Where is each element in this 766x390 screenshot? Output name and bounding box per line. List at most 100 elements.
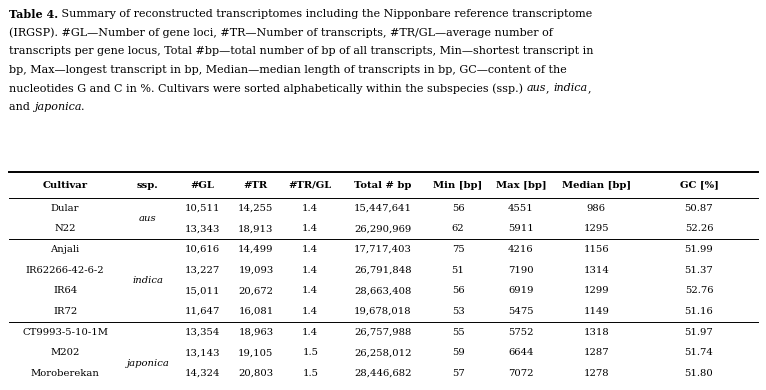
Text: 13,227: 13,227 xyxy=(185,266,220,275)
Text: 7190: 7190 xyxy=(508,266,534,275)
Text: 51.97: 51.97 xyxy=(685,328,713,337)
Text: 5475: 5475 xyxy=(508,307,534,316)
Text: 26,757,988: 26,757,988 xyxy=(355,328,411,337)
Text: 51.74: 51.74 xyxy=(685,348,713,357)
Text: 28,663,408: 28,663,408 xyxy=(355,286,411,295)
Text: 51: 51 xyxy=(452,266,464,275)
Text: 1.5: 1.5 xyxy=(303,348,318,357)
Text: 16,081: 16,081 xyxy=(238,307,273,316)
Text: Dular: Dular xyxy=(51,204,80,213)
Text: 1.4: 1.4 xyxy=(302,307,319,316)
Text: IR62266-42-6-2: IR62266-42-6-2 xyxy=(26,266,104,275)
Text: aus: aus xyxy=(139,214,157,223)
Text: 6919: 6919 xyxy=(508,286,534,295)
Text: 1278: 1278 xyxy=(584,369,609,378)
Text: 14,255: 14,255 xyxy=(238,204,273,213)
Text: 1149: 1149 xyxy=(584,307,609,316)
Text: 20,803: 20,803 xyxy=(238,369,273,378)
Text: 15,447,641: 15,447,641 xyxy=(354,204,412,213)
Text: 1314: 1314 xyxy=(584,266,609,275)
Text: 18,963: 18,963 xyxy=(238,328,273,337)
Text: bp, Max—longest transcript in bp, Median—median length of transcripts in bp, GC—: bp, Max—longest transcript in bp, Median… xyxy=(9,65,567,75)
Text: 1.4: 1.4 xyxy=(302,328,319,337)
Text: Summary of reconstructed transcriptomes including the Nipponbare reference trans: Summary of reconstructed transcriptomes … xyxy=(58,9,593,19)
Text: 51.37: 51.37 xyxy=(685,266,713,275)
Text: N22: N22 xyxy=(54,224,76,233)
Text: 56: 56 xyxy=(452,204,464,213)
Text: 1.5: 1.5 xyxy=(303,369,318,378)
Text: (IRGSP). #GL—Number of gene loci, #TR—Number of transcripts, #TR/GL—average numb: (IRGSP). #GL—Number of gene loci, #TR—Nu… xyxy=(9,27,553,38)
Text: ssp.: ssp. xyxy=(137,181,159,190)
Text: japonica: japonica xyxy=(34,102,81,112)
Text: 13,143: 13,143 xyxy=(185,348,220,357)
Text: 75: 75 xyxy=(452,245,464,254)
Text: 1.4: 1.4 xyxy=(302,224,319,233)
Text: 26,258,012: 26,258,012 xyxy=(354,348,412,357)
Text: 15,011: 15,011 xyxy=(185,286,220,295)
Text: 19,678,018: 19,678,018 xyxy=(354,307,412,316)
Text: 51.99: 51.99 xyxy=(685,245,713,254)
Text: 52.26: 52.26 xyxy=(685,224,713,233)
Text: M202: M202 xyxy=(51,348,80,357)
Text: ,: , xyxy=(546,83,553,94)
Text: indica: indica xyxy=(133,276,163,285)
Text: 52.76: 52.76 xyxy=(685,286,713,295)
Text: 1287: 1287 xyxy=(584,348,609,357)
Text: 1.4: 1.4 xyxy=(302,266,319,275)
Text: 10,616: 10,616 xyxy=(185,245,220,254)
Text: 1.4: 1.4 xyxy=(302,245,319,254)
Text: 51.80: 51.80 xyxy=(685,369,713,378)
Text: Table 4.: Table 4. xyxy=(9,9,58,20)
Text: 51.16: 51.16 xyxy=(685,307,713,316)
Text: ,: , xyxy=(588,83,591,94)
Text: 1295: 1295 xyxy=(584,224,609,233)
Text: 6644: 6644 xyxy=(508,348,534,357)
Text: 17,717,403: 17,717,403 xyxy=(354,245,412,254)
Text: 19,093: 19,093 xyxy=(238,266,273,275)
Text: Min [bp]: Min [bp] xyxy=(434,181,483,190)
Text: Moroberekan: Moroberekan xyxy=(31,369,100,378)
Text: japonica: japonica xyxy=(126,358,169,368)
Text: 28,446,682: 28,446,682 xyxy=(354,369,412,378)
Text: 50.87: 50.87 xyxy=(685,204,713,213)
Text: 55: 55 xyxy=(452,328,464,337)
Text: Anjali: Anjali xyxy=(51,245,80,254)
Text: GC [%]: GC [%] xyxy=(679,181,719,190)
Text: 56: 56 xyxy=(452,286,464,295)
Text: 14,499: 14,499 xyxy=(238,245,273,254)
Text: #GL: #GL xyxy=(190,181,214,190)
Text: 4216: 4216 xyxy=(508,245,534,254)
Text: 62: 62 xyxy=(452,224,464,233)
Text: 1.4: 1.4 xyxy=(302,204,319,213)
Text: 986: 986 xyxy=(587,204,606,213)
Text: 1.4: 1.4 xyxy=(302,286,319,295)
Text: 1299: 1299 xyxy=(584,286,609,295)
Text: 1318: 1318 xyxy=(584,328,609,337)
Text: 1156: 1156 xyxy=(584,245,609,254)
Text: CT9993-5-10-1M: CT9993-5-10-1M xyxy=(22,328,108,337)
Text: 59: 59 xyxy=(452,348,464,357)
Text: #TR/GL: #TR/GL xyxy=(289,181,332,190)
Text: Max [bp]: Max [bp] xyxy=(496,181,546,190)
Text: 57: 57 xyxy=(452,369,464,378)
Text: indica: indica xyxy=(553,83,588,94)
Text: nucleotides G and C in %. Cultivars were sorted alphabetically within the subspe: nucleotides G and C in %. Cultivars were… xyxy=(9,83,527,94)
Text: 5911: 5911 xyxy=(508,224,534,233)
Text: IR64: IR64 xyxy=(53,286,77,295)
Text: 4551: 4551 xyxy=(508,204,534,213)
Text: 53: 53 xyxy=(452,307,464,316)
Text: 20,672: 20,672 xyxy=(238,286,273,295)
Text: 5752: 5752 xyxy=(508,328,534,337)
Text: 13,354: 13,354 xyxy=(185,328,220,337)
Text: 19,105: 19,105 xyxy=(238,348,273,357)
Text: 7072: 7072 xyxy=(508,369,534,378)
Text: IR72: IR72 xyxy=(53,307,77,316)
Text: 26,290,969: 26,290,969 xyxy=(355,224,411,233)
Text: 26,791,848: 26,791,848 xyxy=(354,266,412,275)
Text: transcripts per gene locus, Total #bp—total number of bp of all transcripts, Min: transcripts per gene locus, Total #bp—to… xyxy=(9,46,594,56)
Text: 13,343: 13,343 xyxy=(185,224,220,233)
Text: .: . xyxy=(81,102,84,112)
Text: and: and xyxy=(9,102,34,112)
Text: Total # bp: Total # bp xyxy=(355,181,411,190)
Text: #TR: #TR xyxy=(244,181,268,190)
